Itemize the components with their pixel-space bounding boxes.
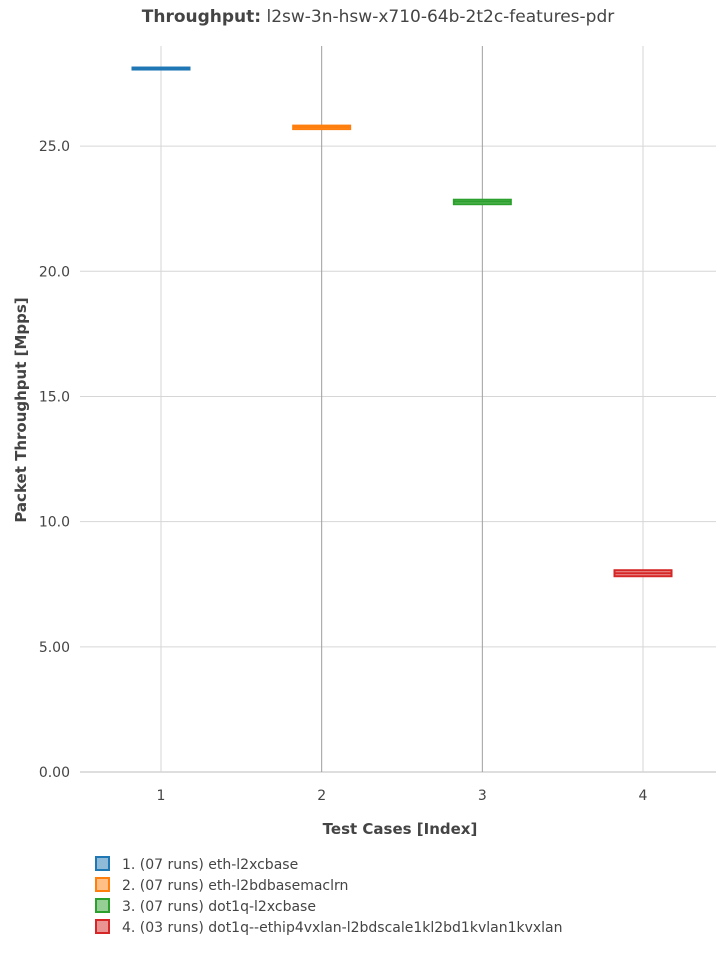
legend-label: 4. (03 runs) dot1q--ethip4vxlan-l2bdscal… bbox=[122, 920, 563, 936]
chart-title-rest: l2sw-3n-hsw-x710-64b-2t2c-features-pdr bbox=[261, 7, 614, 27]
box-mark[interactable] bbox=[452, 198, 512, 206]
legend-item[interactable]: 4. (03 runs) dot1q--ethip4vxlan-l2bdscal… bbox=[95, 919, 563, 936]
legend-label: 1. (07 runs) eth-l2xcbase bbox=[122, 857, 298, 873]
legend-swatch bbox=[95, 898, 110, 913]
y-gridlines bbox=[80, 145, 716, 773]
y-tick-label: 0.00 bbox=[39, 765, 70, 781]
legend-swatch bbox=[95, 877, 110, 892]
x-tick-labels: 1 2 3 4 bbox=[157, 788, 648, 804]
chart-title-bold: Throughput: bbox=[142, 7, 261, 27]
y-tick-label: 10.0 bbox=[39, 515, 70, 531]
chart-title: Throughput: l2sw-3n-hsw-x710-64b-2t2c-fe… bbox=[142, 7, 615, 27]
x-tick-label: 2 bbox=[317, 788, 326, 804]
legend-swatch bbox=[95, 856, 110, 871]
box-mark[interactable] bbox=[292, 124, 352, 131]
y-tick-label: 5.00 bbox=[39, 640, 70, 656]
x-gridlines bbox=[160, 46, 644, 772]
x-tick-label: 4 bbox=[639, 788, 648, 804]
legend-item[interactable]: 1. (07 runs) eth-l2xcbase bbox=[95, 856, 298, 873]
x-axis-title: Test Cases [Index] bbox=[323, 820, 478, 838]
legend-label: 2. (07 runs) eth-l2bdbasemaclrn bbox=[122, 878, 348, 894]
y-axis-title: Packet Throughput [Mpps] bbox=[12, 297, 30, 522]
legend-item[interactable]: 3. (07 runs) dot1q-l2xcbase bbox=[95, 898, 316, 915]
legend: 1. (07 runs) eth-l2xcbase 2. (07 runs) et… bbox=[95, 856, 563, 936]
y-tick-label: 25.0 bbox=[39, 139, 70, 155]
box-series bbox=[131, 66, 673, 578]
y-tick-labels: 0.00 5.00 10.0 15.0 20.0 25.0 bbox=[39, 139, 70, 781]
y-tick-label: 15.0 bbox=[39, 389, 70, 405]
box-mark[interactable] bbox=[131, 66, 191, 71]
x-tick-label: 3 bbox=[478, 788, 487, 804]
legend-label: 3. (07 runs) dot1q-l2xcbase bbox=[122, 899, 316, 915]
legend-swatch bbox=[95, 919, 110, 934]
y-tick-label: 20.0 bbox=[39, 264, 70, 280]
legend-item[interactable]: 2. (07 runs) eth-l2bdbasemaclrn bbox=[95, 877, 348, 894]
x-tick-label: 1 bbox=[157, 788, 166, 804]
box-mark[interactable] bbox=[613, 569, 673, 578]
